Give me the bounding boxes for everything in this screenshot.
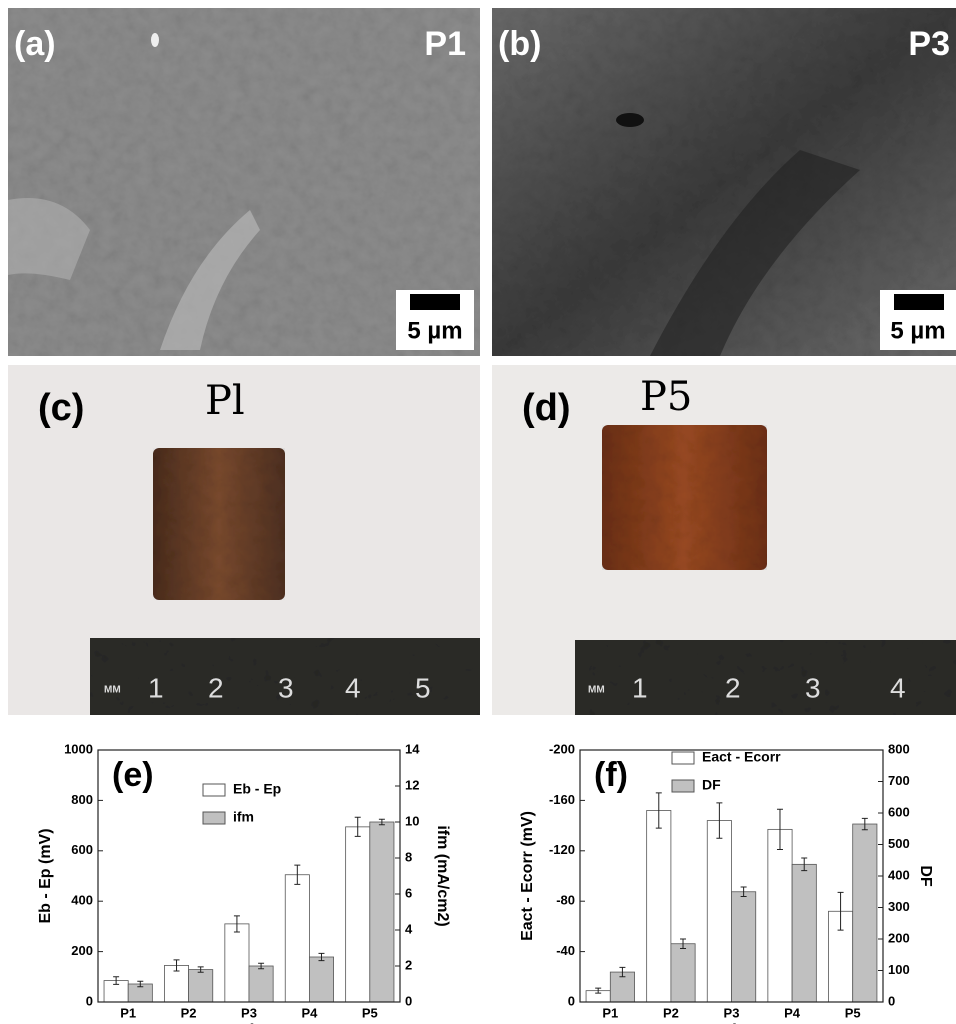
- y-tick-label: 1000: [64, 741, 93, 756]
- x-tick-label: P1: [120, 1005, 136, 1020]
- legend-swatch: [672, 780, 694, 792]
- panel-label: (d): [522, 387, 571, 429]
- bar: [707, 821, 731, 1002]
- y2-tick-label: 2: [405, 957, 412, 972]
- x-tick-label: P5: [362, 1005, 378, 1020]
- ruler-label: 5: [415, 672, 431, 703]
- bar: [249, 966, 273, 1002]
- bar: [792, 864, 816, 1002]
- y-tick-label: -120: [549, 842, 575, 857]
- ruler-label: 4: [890, 672, 906, 703]
- bar: [225, 924, 249, 1002]
- handwriting: P5: [640, 374, 692, 420]
- ruler-label: 3: [805, 672, 821, 703]
- y-tick-label: 800: [71, 792, 93, 807]
- legend-label: Eact - Ecorr: [702, 749, 781, 765]
- figure: (a) P1 5 µm (b) P3 5 µm (c) Pl MM 1 2 3 …: [0, 0, 956, 1024]
- y-tick-label: -200: [549, 741, 575, 756]
- y-tick-label: 400: [71, 893, 93, 908]
- y-axis-title: Eact - Ecorr (mV): [519, 811, 536, 941]
- x-tick-label: P4: [784, 1005, 801, 1020]
- legend-label: ifm: [233, 809, 254, 825]
- bar: [285, 875, 309, 1002]
- ruler-label: 4: [345, 672, 361, 703]
- y2-tick-label: 6: [405, 885, 412, 900]
- ruler-label: 1: [632, 672, 648, 703]
- y2-tick-label: 8: [405, 849, 412, 864]
- scale-label: 5 µm: [407, 317, 462, 344]
- y2-tick-label: 14: [405, 741, 420, 756]
- specimen: [153, 448, 285, 600]
- sample-label: P1: [424, 25, 466, 63]
- bar: [732, 892, 756, 1002]
- handwriting: Pl: [205, 378, 245, 424]
- y-tick-label: 0: [568, 993, 575, 1008]
- x-tick-label: P2: [663, 1005, 679, 1020]
- y-tick-label: -160: [549, 792, 575, 807]
- y-tick-label: -40: [556, 943, 575, 958]
- y-tick-label: 0: [86, 993, 93, 1008]
- y2-tick-label: 0: [405, 993, 412, 1008]
- y-tick-label: 600: [71, 842, 93, 857]
- ruler-label: MM: [104, 685, 121, 696]
- y2-tick-label: 400: [888, 867, 910, 882]
- legend-label: Eb - Ep: [233, 781, 281, 797]
- bar: [309, 957, 333, 1002]
- legend-swatch: [672, 752, 694, 764]
- legend-label: DF: [702, 777, 721, 793]
- panel-label: (e): [112, 756, 154, 794]
- y2-tick-label: 800: [888, 741, 910, 756]
- bar: [853, 824, 877, 1002]
- legend-swatch: [203, 784, 225, 796]
- y2-tick-label: 500: [888, 836, 910, 851]
- scale-label: 5 µm: [890, 317, 945, 344]
- y2-tick-label: 300: [888, 899, 910, 914]
- y2-tick-label: 200: [888, 930, 910, 945]
- bar: [647, 810, 671, 1002]
- x-tick-label: P3: [724, 1005, 740, 1020]
- y2-tick-label: 600: [888, 804, 910, 819]
- x-tick-label: P1: [602, 1005, 618, 1020]
- ruler-label: 1: [148, 672, 164, 703]
- x-tick-label: P5: [845, 1005, 861, 1020]
- specimen: [602, 425, 767, 570]
- y2-tick-label: 10: [405, 813, 419, 828]
- x-tick-label: P4: [301, 1005, 318, 1020]
- sample-label: P3: [908, 25, 950, 63]
- y2-tick-label: 4: [405, 921, 413, 936]
- panel-label: (f): [594, 756, 628, 794]
- bar: [346, 827, 370, 1002]
- y2-tick-label: 12: [405, 777, 419, 792]
- y2-tick-label: 100: [888, 962, 910, 977]
- ruler-label: MM: [588, 685, 605, 696]
- panel-label: (a): [14, 25, 56, 63]
- bar: [768, 829, 792, 1002]
- x-tick-label: P2: [181, 1005, 197, 1020]
- y2-axis-title: DF: [917, 865, 934, 887]
- y-axis-title: Eb - Ep (mV): [37, 828, 54, 923]
- panel-label: (b): [498, 25, 541, 63]
- scale-bar: [410, 294, 460, 310]
- x-tick-label: P3: [241, 1005, 257, 1020]
- y-tick-label: -80: [556, 893, 575, 908]
- y-tick-label: 200: [71, 943, 93, 958]
- scale-bar: [894, 294, 944, 310]
- ruler-label: 3: [278, 672, 294, 703]
- bar: [370, 822, 394, 1002]
- y2-tick-label: 700: [888, 773, 910, 788]
- bar: [189, 970, 213, 1002]
- ruler-label: 2: [208, 672, 224, 703]
- panel-label: (c): [38, 387, 84, 429]
- ruler-label: 2: [725, 672, 741, 703]
- y2-tick-label: 0: [888, 993, 895, 1008]
- y2-axis-title: ifm (mA/cm2): [434, 825, 451, 926]
- legend-swatch: [203, 812, 225, 824]
- bar: [671, 944, 695, 1002]
